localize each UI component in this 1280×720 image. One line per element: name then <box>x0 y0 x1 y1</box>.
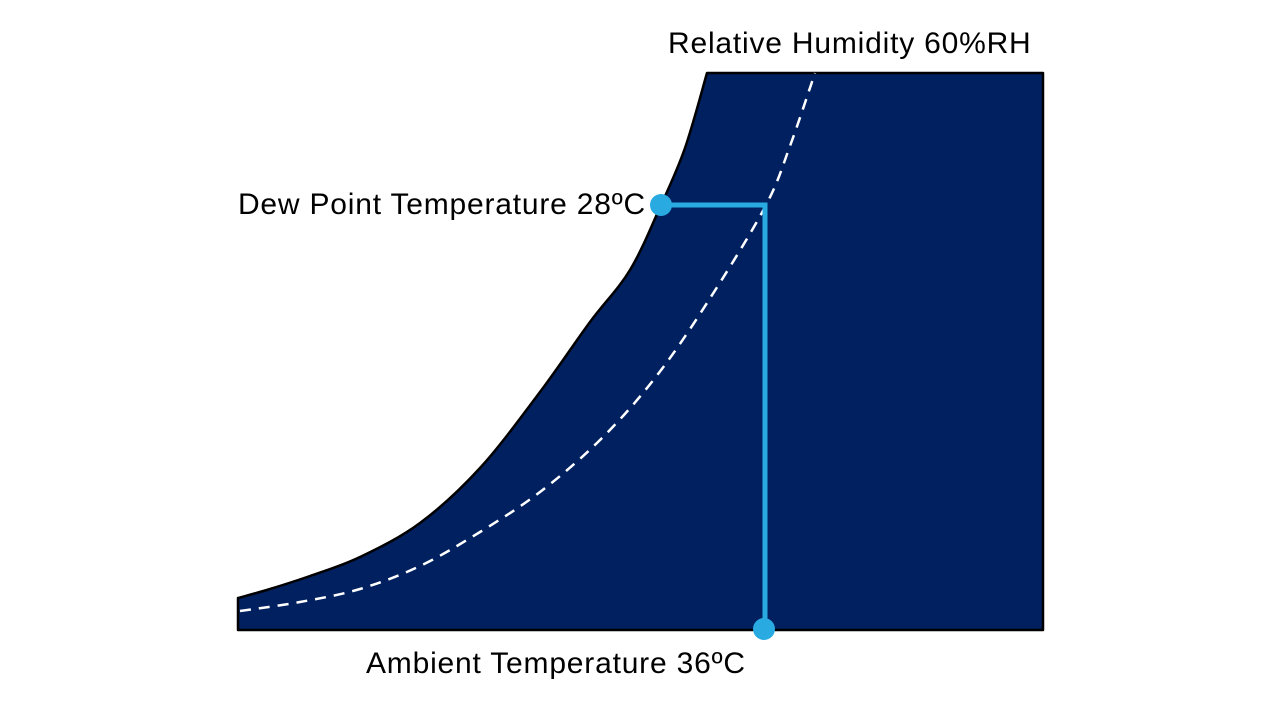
dew-point-label: Dew Point Temperature 28ºC <box>237 188 646 221</box>
ambient-temperature-label: Ambient Temperature 36ºC <box>366 647 746 680</box>
rh-60-dashed-curve <box>239 72 817 613</box>
chart-title: Relative Humidity 60%RH <box>668 27 1032 60</box>
saturation-region <box>236 71 1045 632</box>
ambient-temperature-marker <box>753 618 775 640</box>
dew-point-connector-line <box>661 202 768 629</box>
dew-point-marker <box>650 194 672 216</box>
